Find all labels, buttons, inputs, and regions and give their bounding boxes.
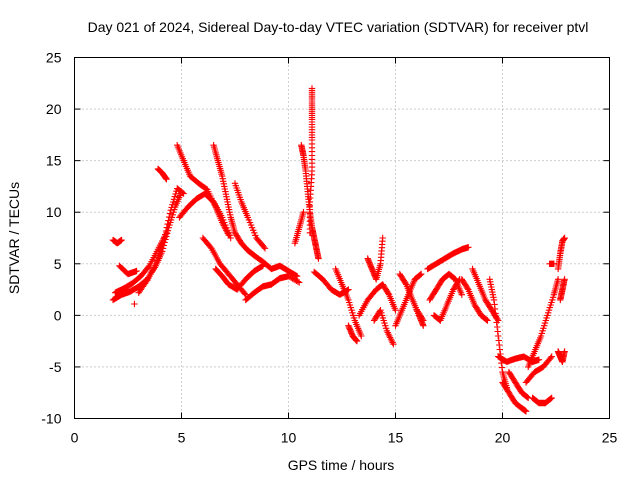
x-tick-label: 15 bbox=[388, 430, 404, 446]
y-tick-label: 5 bbox=[54, 256, 62, 272]
x-tick-label: 5 bbox=[178, 430, 186, 446]
axis-tick-labels: 0 5 10 15 20 25 -10 -5 0 5 10 15 20 25 bbox=[41, 50, 617, 446]
x-tick-label: 25 bbox=[602, 430, 618, 446]
y-tick-label: 25 bbox=[46, 50, 62, 66]
plus-markers bbox=[109, 85, 568, 415]
y-tick-label: 20 bbox=[46, 101, 62, 117]
y-tick-label: -5 bbox=[49, 359, 62, 375]
x-tick-label: 10 bbox=[281, 430, 297, 446]
data-points bbox=[109, 85, 568, 415]
chart-title: Day 021 of 2024, Sidereal Day-to-day VTE… bbox=[88, 19, 589, 35]
plot-frame bbox=[74, 57, 610, 419]
x-tick-label: 20 bbox=[495, 430, 511, 446]
x-tick-label: 0 bbox=[71, 430, 79, 446]
y-tick-label: 0 bbox=[54, 307, 62, 323]
axis-ticks bbox=[74, 57, 610, 419]
y-tick-label: 15 bbox=[46, 153, 62, 169]
y-axis-title: SDTVAR / TECUs bbox=[6, 182, 22, 294]
x-axis-title: GPS time / hours bbox=[288, 457, 395, 473]
y-tick-label: 10 bbox=[46, 204, 62, 220]
y-tick-label: -10 bbox=[41, 411, 61, 427]
